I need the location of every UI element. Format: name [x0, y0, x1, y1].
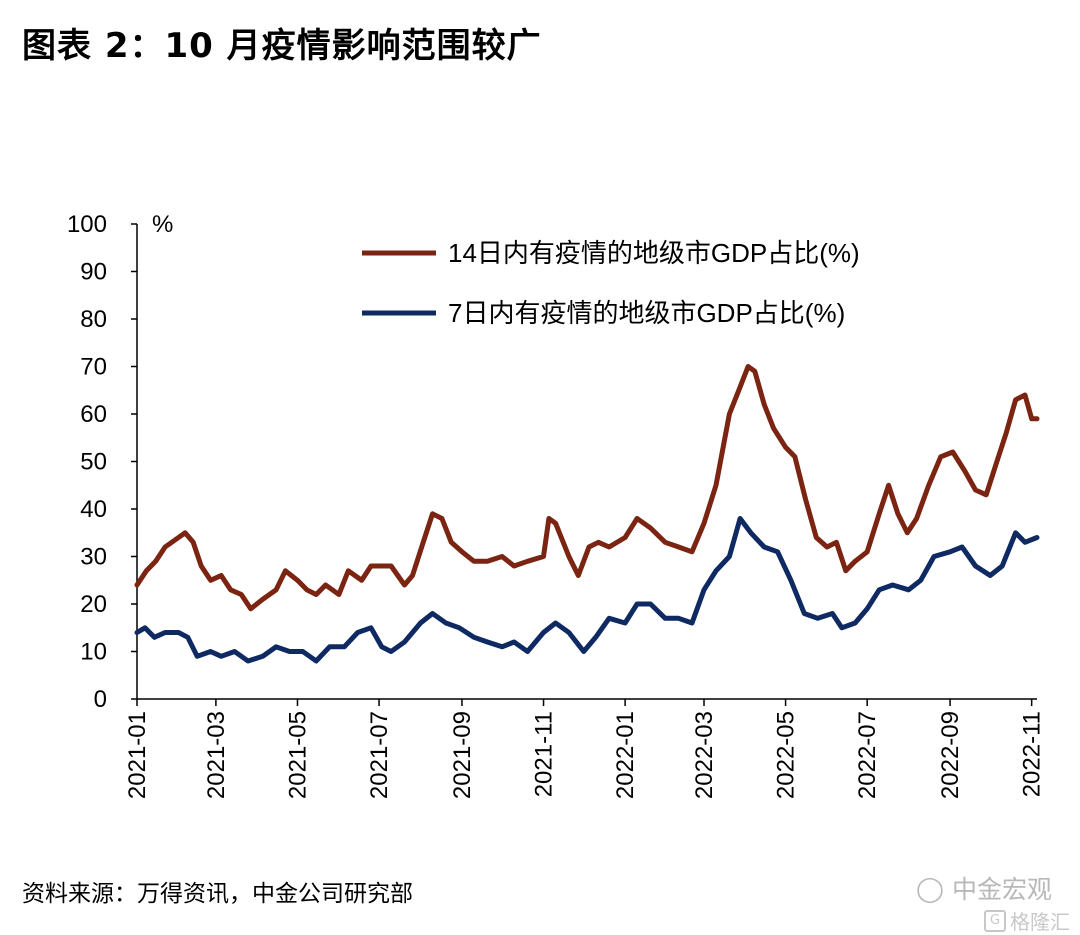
legend-label: 14日内有疫情的地级市GDP占比(%) [448, 238, 860, 268]
x-tick-label: 2022-05 [773, 711, 800, 799]
x-tick-label: 2021-05 [284, 711, 311, 799]
x-tick-label: 2022-03 [691, 711, 718, 799]
x-tick-label: 2021-09 [449, 711, 476, 799]
y-tick-label: 20 [80, 591, 107, 618]
site-logo-icon: G [984, 909, 1006, 932]
x-tick-label: 2021-11 [531, 711, 558, 797]
plot-lines [134, 364, 1040, 664]
y-tick-label: 90 [80, 259, 107, 286]
y-tick-label: 0 [94, 686, 107, 713]
chart-legend: 14日内有疫情的地级市GDP占比(%) 7日内有疫情的地级市GDP占比(%) [362, 238, 860, 328]
watermark-site-label: 格隆汇 [1010, 910, 1070, 934]
y-tick-label: 60 [80, 401, 107, 428]
series-14d-line [134, 364, 1040, 612]
watermark: ◯ 中金宏观 [916, 870, 1052, 906]
y-tick-label: 70 [80, 354, 107, 381]
wechat-icon: ◯ [916, 873, 944, 903]
y-tick-label: 10 [80, 639, 107, 666]
series-7d-line [134, 516, 1040, 664]
x-tick-label: 2021-03 [203, 711, 230, 799]
source-note: 资料来源：万得资讯，中金公司研究部 [22, 881, 413, 907]
y-axis-unit-label: % [152, 211, 173, 238]
chart-axes: 0 10 20 30 40 50 60 70 80 90 100 % 2021-01 2021-03 202… [67, 211, 1046, 799]
page-title: 图表 2：10 月疫情影响范围较广 [22, 26, 542, 66]
watermark-brand: 中金宏观 [951, 875, 1052, 904]
x-tick-label: 2022-11 [1019, 711, 1046, 797]
line-chart: 0 10 20 30 40 50 60 70 80 90 100 % 2021-01 2021-03 202… [67, 211, 1046, 799]
legend-label: 7日内有疫情的地级市GDP占比(%) [448, 298, 845, 328]
x-tick-label: 2022-01 [612, 711, 639, 799]
y-tick-label: 40 [80, 496, 107, 523]
y-tick-label: 30 [80, 544, 107, 571]
x-tick-label: 2022-09 [937, 711, 964, 799]
y-tick-label: 50 [80, 449, 107, 476]
watermark-site: G 格隆汇 [984, 906, 1070, 935]
y-tick-label: 100 [67, 211, 107, 238]
x-tick-label: 2021-07 [366, 711, 393, 799]
y-tick-label: 80 [80, 306, 107, 333]
x-tick-label: 2022-07 [854, 711, 881, 799]
x-tick-label: 2021-01 [124, 711, 151, 799]
